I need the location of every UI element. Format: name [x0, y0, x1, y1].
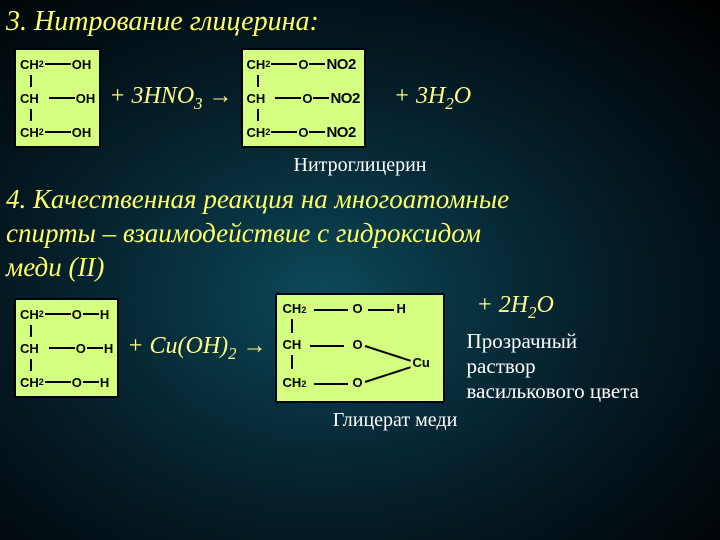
section-3-title: 3. Нитрование глицерина: [0, 0, 720, 48]
nitroglycerin-label: Нитроглицерин [260, 154, 460, 177]
copper-glycerate-structure: CH2 O H CH O CH2 O Cu [275, 293, 445, 403]
reaction-2-row: CH2OH CHOH CH2OH + Cu(OH)2 → CH2 O H CH … [0, 292, 720, 404]
nitroglycerin-structure: CH2ONO2 CHONO2 CH2ONO2 [241, 48, 366, 148]
reagent-cuoh2: + Cu(OH)2 → [123, 333, 270, 364]
product-water-1: + 3H2O [390, 83, 475, 114]
product-water-2: + 2H2O [467, 292, 639, 323]
glycerol-structure-2: CH2OH CHOH CH2OH [14, 298, 119, 398]
reaction-1-row: CH2OH CHOH CH2OH + 3HNO3 → CH2ONO2 CHONO… [0, 48, 720, 148]
glycerol-structure: CH2OH CHOH CH2OH [14, 48, 101, 148]
section-4-title: 4. Качественная реакция на многоатомные … [0, 179, 720, 292]
reagent-hno3: + 3HNO3 → [105, 83, 236, 114]
copper-glycerate-label: Глицерат меди [300, 409, 490, 432]
solution-note: Прозрачный раствор василькового цвета [467, 329, 639, 405]
